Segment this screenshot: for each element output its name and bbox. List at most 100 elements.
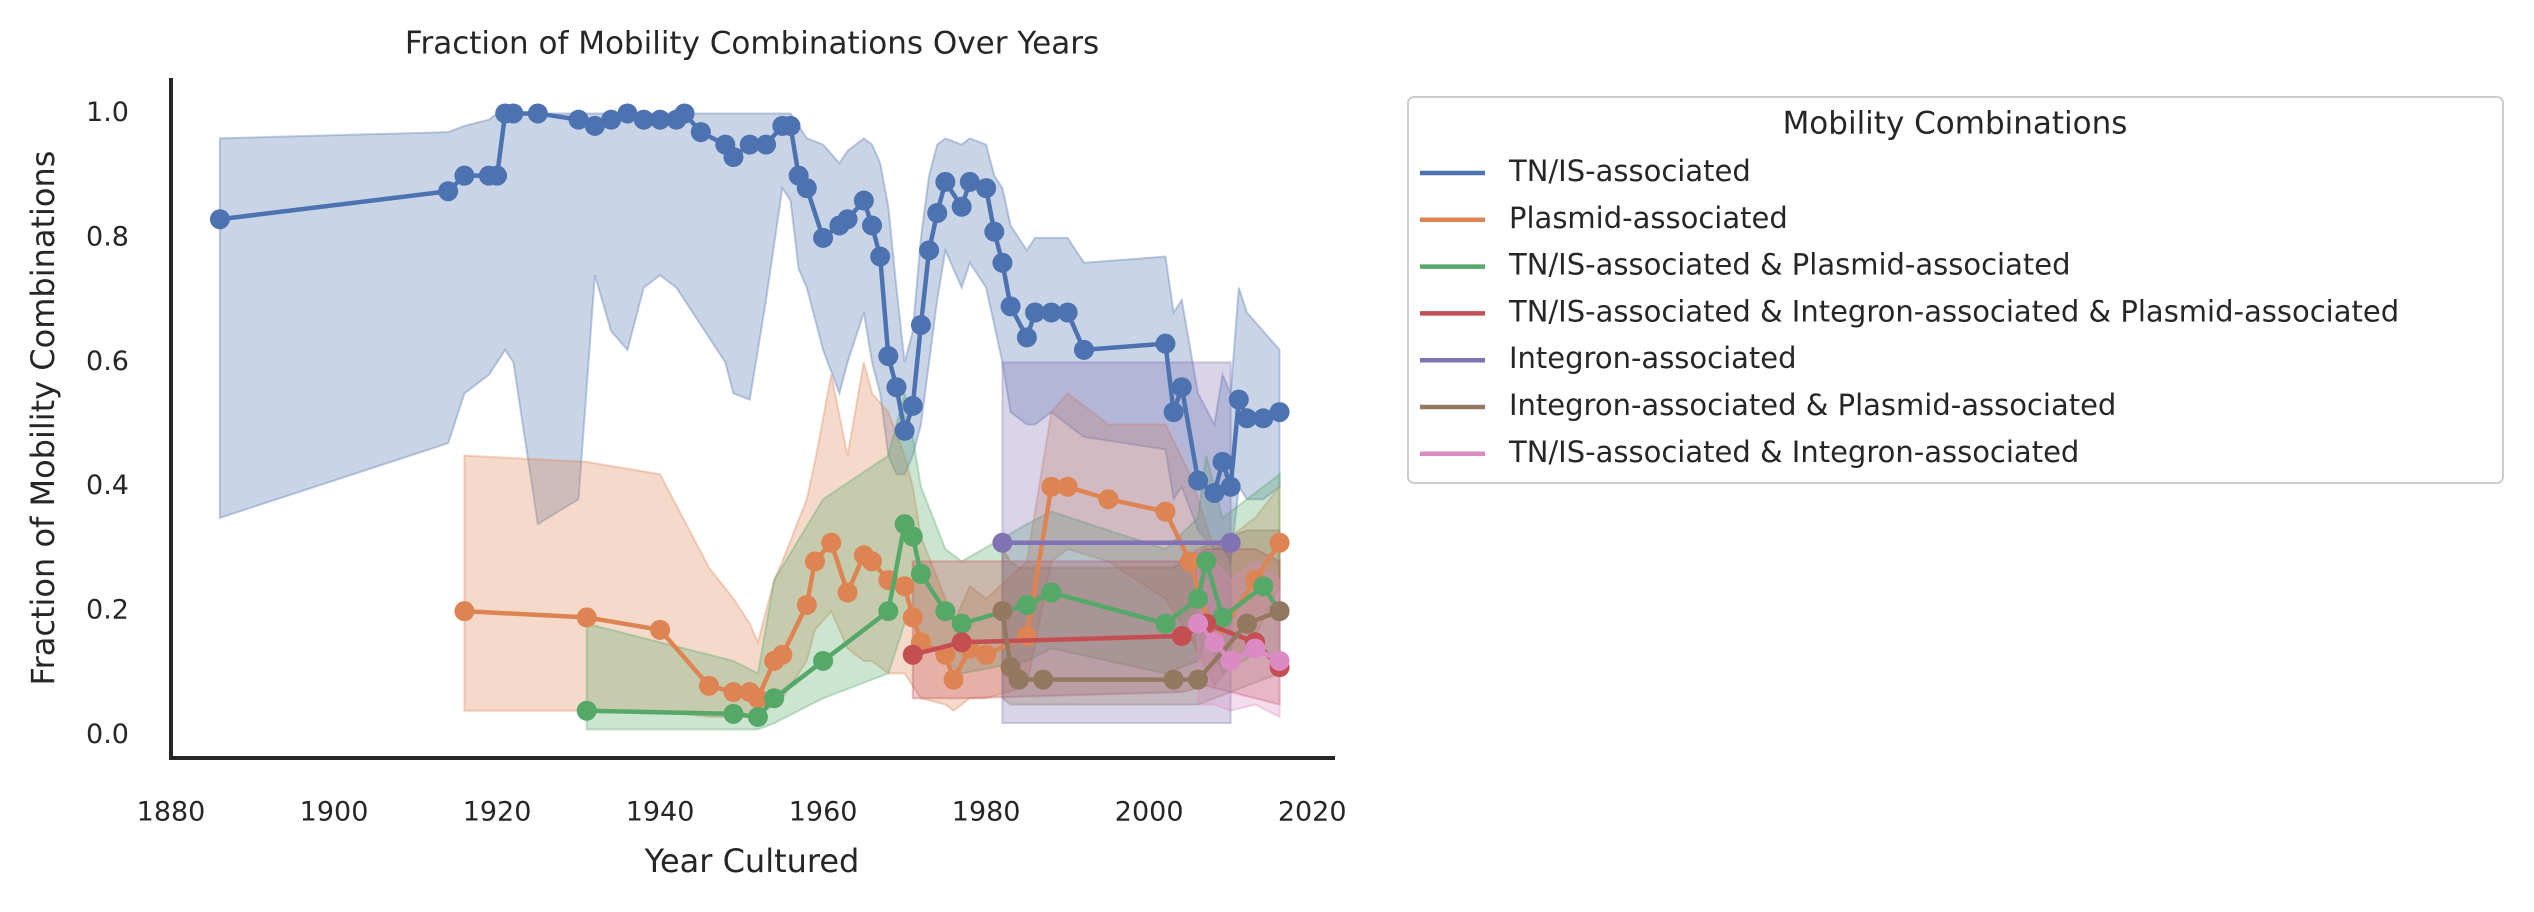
data-point [1008, 669, 1029, 690]
y-tick-label: 0.0 [86, 719, 129, 750]
legend-label: TN/IS-associated & Plasmid-associated [1508, 248, 2071, 282]
data-point [1245, 638, 1266, 659]
data-point [853, 190, 874, 211]
data-point [568, 109, 589, 130]
data-point [1155, 613, 1176, 634]
data-point [1016, 594, 1037, 615]
chart-title: Fraction of Mobility Combinations Over Y… [405, 26, 1099, 62]
data-point [650, 619, 671, 640]
data-point [1212, 451, 1233, 472]
data-point [1057, 476, 1078, 497]
legend-label: TN/IS-associated & Integron-associated &… [1508, 294, 2399, 328]
y-tick-label: 0.6 [86, 346, 129, 377]
data-point [976, 644, 997, 665]
data-point [878, 601, 899, 622]
data-point [862, 215, 883, 236]
data-point [772, 644, 793, 665]
data-point [976, 178, 997, 199]
data-point [1163, 669, 1184, 690]
data-point [894, 420, 915, 441]
data-point [796, 178, 817, 199]
x-tick-label: 2000 [1115, 797, 1184, 828]
data-point [576, 607, 597, 628]
y-tick-label: 1.0 [86, 97, 129, 128]
data-point [764, 688, 785, 709]
confidence-band [218, 112, 1281, 565]
data-point [1171, 626, 1192, 647]
data-point [1098, 489, 1119, 510]
x-tick-label: 1920 [463, 797, 532, 828]
data-point [1171, 377, 1192, 398]
data-point [723, 147, 744, 168]
data-point [1269, 650, 1290, 671]
data-point [935, 601, 956, 622]
data-point [1204, 632, 1225, 653]
data-point [894, 576, 915, 597]
x-tick-label: 1980 [952, 797, 1021, 828]
data-point [1236, 408, 1257, 429]
x-axis-label: Year Cultured [644, 842, 860, 880]
data-point [1000, 296, 1021, 317]
data-point [650, 109, 671, 130]
data-point [902, 644, 923, 665]
data-point [1269, 601, 1290, 622]
legend-frame [1407, 96, 2504, 484]
data-point [1041, 476, 1062, 497]
data-point [1253, 408, 1274, 429]
legend-label: Integron-associated [1509, 341, 1797, 375]
data-point [674, 103, 695, 124]
y-tick-label: 0.2 [86, 595, 129, 626]
data-point [756, 134, 777, 155]
data-point [1033, 669, 1054, 690]
data-point [927, 203, 948, 224]
data-point [878, 346, 899, 367]
data-point [821, 532, 842, 553]
data-point [780, 115, 801, 136]
data-point [527, 103, 548, 124]
data-point [1236, 613, 1257, 634]
data-point [870, 246, 891, 267]
data-point [902, 607, 923, 628]
data-point [951, 196, 972, 217]
data-point [1016, 327, 1037, 348]
data-point [951, 613, 972, 634]
data-point [1179, 551, 1200, 572]
legend-label: TN/IS-associated & Integron-associated [1508, 435, 2079, 469]
data-point [690, 122, 711, 143]
data-point [837, 582, 858, 603]
y-tick-label: 0.4 [86, 470, 129, 501]
data-point [723, 703, 744, 724]
data-point [503, 103, 524, 124]
data-point [1188, 669, 1209, 690]
legend-label: Plasmid-associated [1509, 201, 1788, 235]
data-point [723, 682, 744, 703]
data-point [837, 209, 858, 230]
data-point [813, 650, 834, 671]
data-point [1220, 650, 1241, 671]
data-point [1220, 476, 1241, 497]
data-point [1204, 482, 1225, 503]
data-point [804, 551, 825, 572]
data-point [1073, 339, 1094, 360]
data-point [1196, 551, 1217, 572]
x-tick-label: 2020 [1278, 797, 1347, 828]
y-axis-label: Fraction of Mobility Combinations [24, 151, 62, 686]
data-point [992, 601, 1013, 622]
data-point [1155, 333, 1176, 354]
data-point [1041, 302, 1062, 323]
legend: Mobility Combinations TN/IS-associated Pla… [1407, 96, 2504, 484]
data-point [739, 134, 760, 155]
data-point [902, 395, 923, 416]
data-point [1041, 582, 1062, 603]
data-point [1155, 501, 1176, 522]
data-point [886, 377, 907, 398]
data-point [584, 115, 605, 136]
data-point [209, 209, 230, 230]
data-point [1016, 626, 1037, 647]
data-point [454, 601, 475, 622]
data-point [796, 594, 817, 615]
data-point [1220, 532, 1241, 553]
x-tick-label: 1940 [626, 797, 695, 828]
